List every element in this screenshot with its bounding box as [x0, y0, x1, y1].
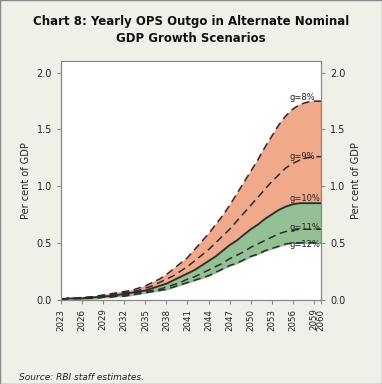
Y-axis label: Per cent of GDP: Per cent of GDP: [21, 142, 31, 219]
Text: g=8%: g=8%: [289, 93, 315, 102]
Y-axis label: Per cent of GDP: Per cent of GDP: [351, 142, 361, 219]
Text: Chart 8: Yearly OPS Outgo in Alternate Nominal
GDP Growth Scenarios: Chart 8: Yearly OPS Outgo in Alternate N…: [33, 15, 349, 45]
Text: g=12%: g=12%: [289, 240, 320, 249]
Text: Source: RBI staff estimates.: Source: RBI staff estimates.: [19, 373, 144, 382]
Text: g=10%: g=10%: [289, 194, 320, 204]
Text: g=11%: g=11%: [289, 223, 320, 232]
Text: g=9%: g=9%: [289, 152, 315, 161]
